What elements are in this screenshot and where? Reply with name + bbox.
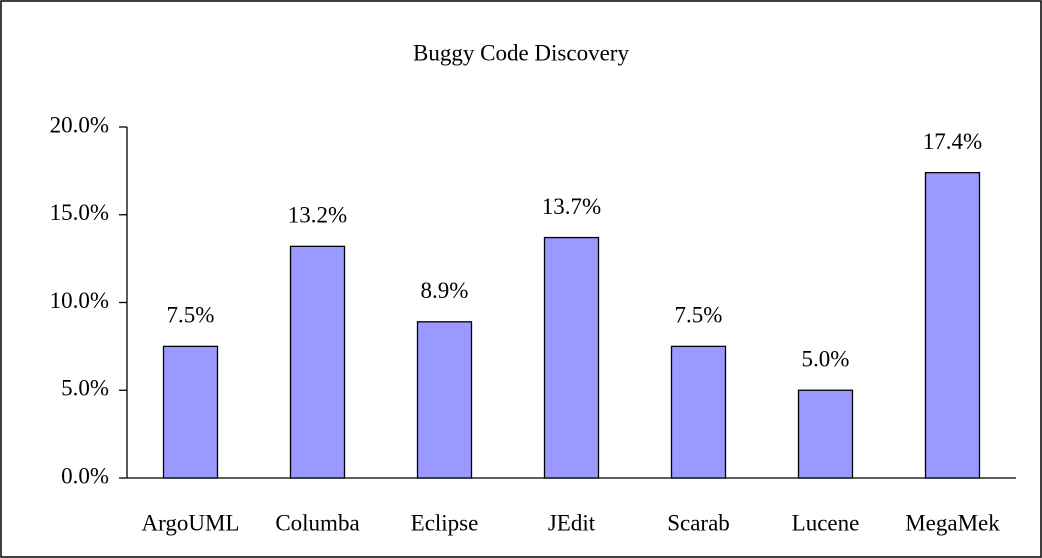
bar — [289, 245, 346, 479]
bar — [543, 236, 600, 479]
x-tick-label: JEdit — [548, 510, 596, 535]
x-tick-label: Eclipse — [411, 510, 479, 535]
y-tick-label: 15.0% — [50, 200, 109, 225]
chart-title: Buggy Code Discovery — [413, 40, 629, 65]
data-label: 13.2% — [288, 203, 347, 228]
x-tick-label: Lucene — [792, 510, 860, 535]
data-label: 7.5% — [675, 303, 723, 328]
bar — [162, 345, 219, 479]
bar — [797, 389, 854, 479]
y-tick-label: 5.0% — [61, 376, 109, 401]
data-label: 5.0% — [802, 347, 850, 372]
data-label: 17.4% — [923, 129, 982, 154]
x-tick-label: ArgoUML — [142, 510, 240, 535]
bar — [670, 345, 727, 479]
data-label: 13.7% — [542, 194, 601, 219]
y-tick-label: 0.0% — [61, 463, 109, 488]
x-tick-label: MegaMek — [905, 510, 1000, 535]
bar — [924, 171, 981, 479]
data-label: 7.5% — [167, 303, 215, 328]
data-label: 8.9% — [421, 278, 469, 303]
x-tick-label: Columba — [275, 510, 359, 535]
x-tick-label: Scarab — [667, 510, 730, 535]
y-tick-label: 20.0% — [50, 112, 109, 137]
bar — [416, 321, 473, 479]
y-tick-label: 10.0% — [50, 288, 109, 313]
